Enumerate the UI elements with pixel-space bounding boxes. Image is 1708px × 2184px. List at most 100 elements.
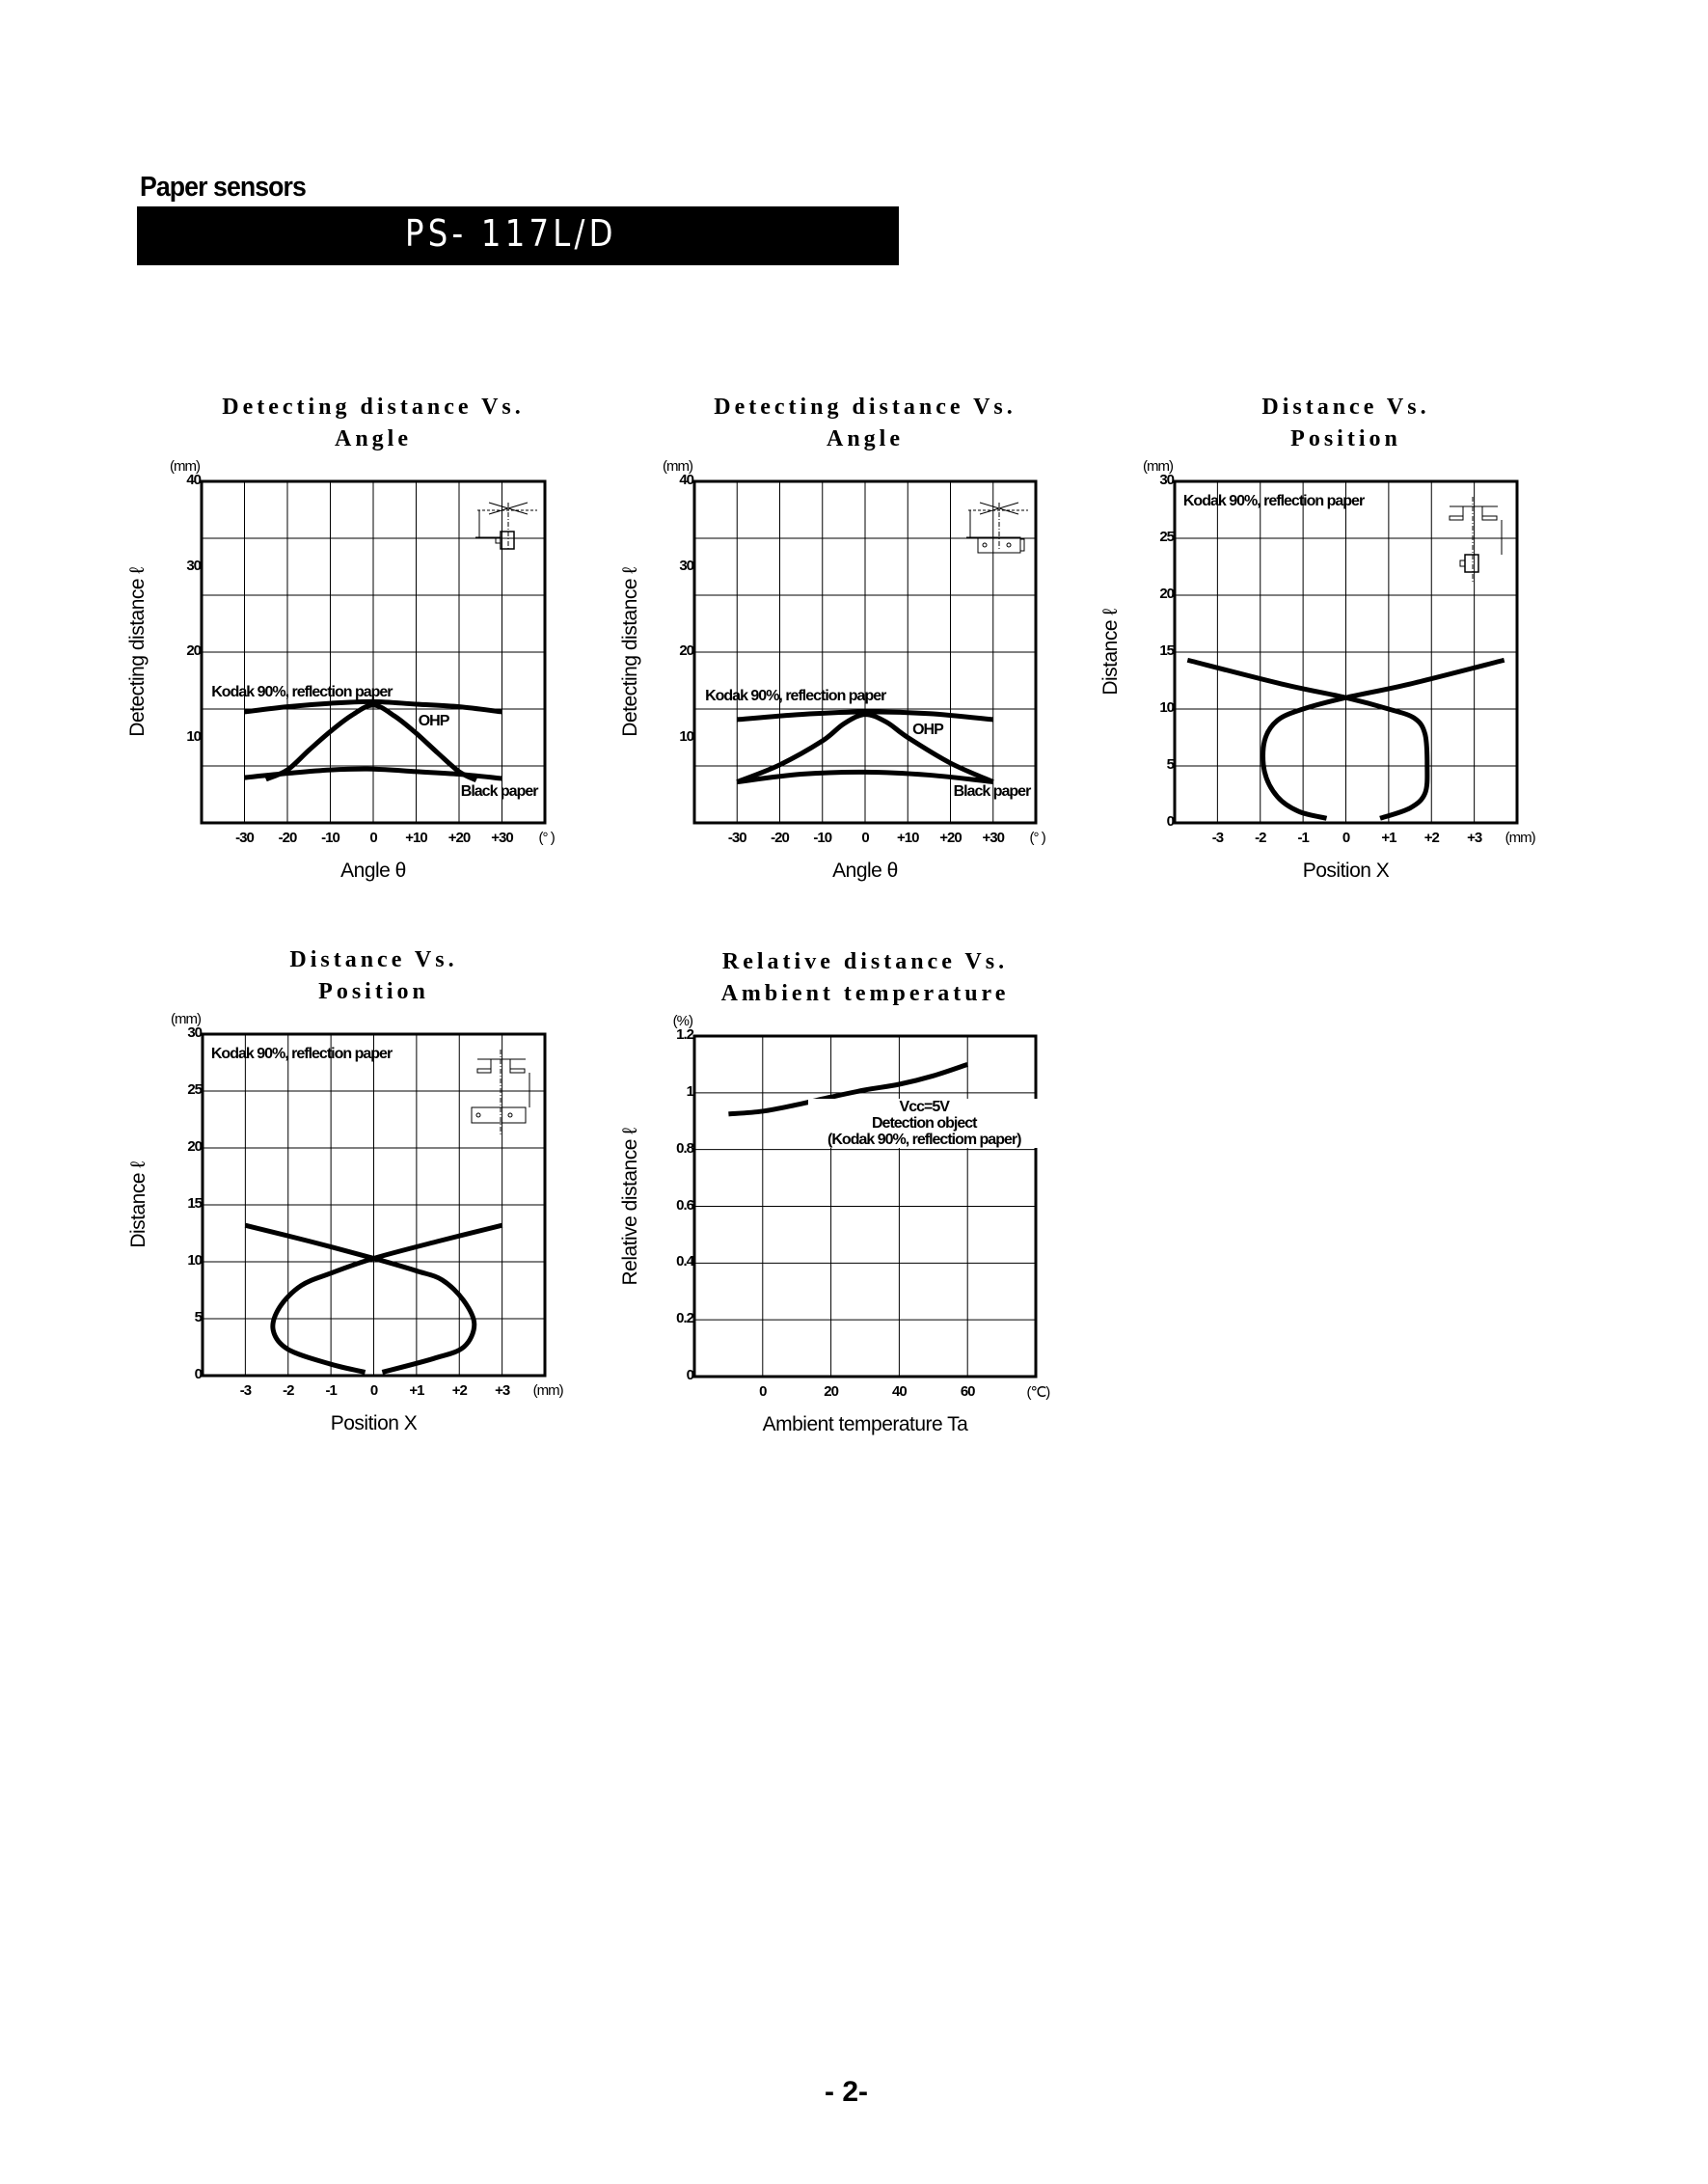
x-unit-label: (° ) (538, 830, 556, 846)
x-tick-label: 20 (824, 1383, 839, 1400)
x-tick-label: +20 (447, 830, 471, 846)
x-tick-label: +30 (491, 830, 513, 846)
y-tick-label: 0.2 (676, 1310, 694, 1327)
series-label: Black paper (460, 783, 539, 801)
y-tick-label: 15 (187, 1195, 203, 1212)
plot-area (692, 1034, 1038, 1379)
x-tick-label: +3 (495, 1382, 510, 1399)
y-tick-label: 30 (679, 557, 694, 574)
y-tick-label: 5 (194, 1309, 203, 1325)
y-tick-label: 1.2 (676, 1026, 694, 1043)
y-tick-label: 20 (187, 1138, 203, 1155)
series-line-2 (736, 712, 994, 784)
x-unit-label: (mm) (532, 1382, 564, 1399)
x-tick-label: 0 (861, 830, 869, 846)
x-tick-label: 40 (892, 1383, 908, 1400)
series-line-2 (270, 1222, 503, 1375)
plot-area (200, 479, 547, 825)
x-axis-label: Position X (1302, 860, 1390, 882)
y-tick-label: 1 (686, 1082, 694, 1100)
y-tick-label: 40 (679, 472, 694, 488)
y-tick-label: 0.4 (676, 1253, 694, 1270)
chart-title-line: Ambient temperature (720, 981, 1010, 1006)
plot-area (692, 479, 1038, 825)
x-tick-label: -1 (1297, 830, 1309, 846)
series-line-3 (244, 766, 502, 781)
x-tick-label: -30 (235, 830, 255, 846)
y-tick-label: 5 (1166, 756, 1175, 773)
x-tick-label: 0 (369, 830, 377, 846)
sensor-diagram-icon (475, 502, 537, 550)
chart-title-line: Angle (335, 426, 412, 451)
y-unit-label: (mm) (170, 458, 201, 475)
x-tick-label: -20 (278, 830, 298, 846)
section-heading: Paper sensors (140, 172, 307, 203)
y-tick-label: 20 (679, 642, 694, 659)
x-unit-label: (° ) (1029, 830, 1046, 846)
y-tick-label: 0 (1166, 813, 1175, 830)
x-tick-label: -10 (813, 830, 832, 846)
x-axis-label: Angle θ (832, 860, 898, 882)
series-line-1 (1186, 657, 1430, 821)
series-label: OHP (912, 721, 944, 738)
model-banner: PS- 117L/D (137, 206, 899, 265)
series-label: OHP (418, 712, 450, 729)
x-tick-label: -10 (321, 830, 340, 846)
series-line-1 (244, 1222, 477, 1375)
y-unit-label: (mm) (663, 458, 693, 475)
plot-frame (692, 479, 1038, 825)
x-tick-label: +3 (1467, 830, 1482, 846)
chart-title: Detecting distance Vs. Angle (624, 392, 1106, 455)
y-tick-label: 0.6 (676, 1196, 694, 1214)
model-name: PS- 117L/D (405, 212, 617, 255)
series-label: Kodak 90%, reflection paper (211, 683, 393, 700)
plot-area (1173, 479, 1519, 825)
x-tick-label: 0 (369, 1382, 378, 1399)
x-tick-label: +10 (897, 830, 919, 846)
page-number: - 2- (825, 2076, 868, 2108)
y-axis-label: Detecting distance ℓ (619, 567, 641, 737)
y-unit-label: (mm) (171, 1011, 202, 1027)
x-tick-label: -3 (1211, 830, 1224, 846)
y-tick-label: 10 (1159, 699, 1175, 716)
y-axis-label: Distance ℓ (127, 1161, 149, 1248)
x-tick-label: 0 (759, 1383, 767, 1400)
y-tick-label: 30 (186, 557, 202, 574)
series-line-3 (736, 769, 994, 785)
x-axis-label: Ambient temperature Ta (762, 1413, 968, 1435)
series-label: Black paper (953, 783, 1032, 801)
series-line-2 (1261, 657, 1505, 821)
series-line-2 (264, 702, 477, 783)
y-tick-label: 20 (1159, 586, 1175, 602)
y-axis-label: Detecting distance ℓ (126, 567, 149, 737)
y-tick-label: 25 (1159, 529, 1175, 545)
chart-title-line: Detecting distance Vs. (714, 395, 1017, 420)
y-tick-label: 0 (194, 1366, 203, 1382)
x-tick-label: -2 (283, 1382, 294, 1399)
x-axis-label: Position X (330, 1412, 418, 1434)
x-tick-label: +2 (1423, 830, 1440, 846)
y-tick-label: 0 (686, 1367, 694, 1383)
x-axis-label: Angle θ (340, 860, 406, 882)
chart-title: Detecting distance Vs. Angle (132, 392, 614, 455)
annotation-label: Kodak 90%, reflection paper (1182, 493, 1365, 510)
x-tick-label: -2 (1255, 830, 1266, 846)
y-tick-label: 10 (679, 727, 694, 745)
y-tick-label: 30 (1159, 472, 1175, 488)
x-tick-label: -1 (325, 1382, 337, 1399)
x-tick-label: -20 (771, 830, 790, 846)
chart-title-line: Distance Vs. (1261, 395, 1430, 420)
chart-title-line: Angle (827, 426, 904, 451)
y-tick-label: 40 (186, 472, 202, 488)
sensor-diagram-icon (966, 502, 1028, 554)
series-label: Kodak 90%, reflection paper (705, 688, 886, 705)
plot-frame (692, 1034, 1038, 1379)
series-line-1 (728, 1062, 968, 1117)
sensor-diagram-icon (471, 1050, 530, 1136)
x-tick-label: 0 (1342, 830, 1350, 846)
chart-title-line: Distance Vs. (289, 947, 458, 972)
chart-title-line: Position (1290, 426, 1401, 451)
